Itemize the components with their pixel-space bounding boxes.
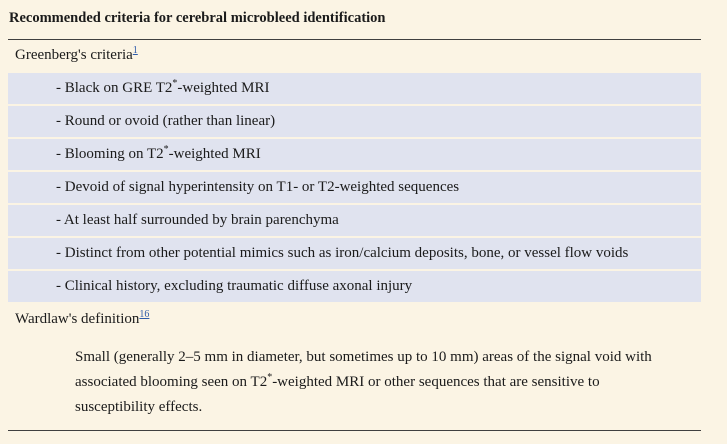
criteria-text-pre: - Devoid of signal hyperintensity on T1-… <box>56 179 460 195</box>
criteria-row: - At least half surrounded by brain pare… <box>8 203 701 236</box>
table-caption: Recommended criteria for cerebral microb… <box>9 10 386 26</box>
criteria-sup: * <box>172 78 178 89</box>
criteria-row: - Devoid of signal hyperintensity on T1-… <box>8 170 701 203</box>
criteria-text-pre: - Blooming on T2 <box>56 146 164 162</box>
criteria-text-pre: - At least half surrounded by brain pare… <box>56 212 339 228</box>
greenberg-label: Greenberg's criteria <box>15 47 133 63</box>
criteria-text-pre: - Black on GRE T2 <box>56 80 173 96</box>
criteria-text-pre: - Round or ovoid (rather than linear) <box>56 113 276 129</box>
row-greenberg-header: Greenberg's criteria1 <box>8 40 701 71</box>
citation-superscript: 1 <box>133 45 138 56</box>
criteria-text-pre: - Clinical history, excluding traumatic … <box>56 278 413 294</box>
criteria-row: - Blooming on T2*-weighted MRI <box>8 137 701 170</box>
asterisk-superscript: * <box>172 78 177 89</box>
criteria-row: - Round or ovoid (rather than linear) <box>8 104 701 137</box>
definition-text-post: -weighted MRI or other sequences that ar… <box>75 374 600 415</box>
asterisk-superscript: * <box>164 144 169 155</box>
criteria-sup: * <box>163 144 169 155</box>
row-wardlaw-definition: Small (generally 2–5 mm in diameter, but… <box>8 335 701 430</box>
definition-text-pre: Small (generally 2–5 mm in diameter, but… <box>75 349 652 390</box>
criteria-row: - Distinct from other potential mimics s… <box>8 236 701 269</box>
wardlaw-label: Wardlaw's definition <box>15 311 140 327</box>
definition-sup: * <box>267 372 273 383</box>
criteria-row: - Black on GRE T2*-weighted MRI <box>8 71 701 104</box>
citation-link-16[interactable]: 16 <box>139 309 150 320</box>
citation-superscript: 16 <box>139 309 149 320</box>
criteria-text-post: -weighted MRI <box>177 80 270 96</box>
asterisk-superscript: * <box>267 372 272 383</box>
criteria-text-post: -weighted MRI <box>168 146 261 162</box>
criteria-text-pre: - Distinct from other potential mimics s… <box>56 245 629 261</box>
citation-link-1[interactable]: 1 <box>132 45 138 56</box>
criteria-table: Greenberg's criteria1 - Black on GRE T2*… <box>8 39 701 431</box>
criteria-row: - Clinical history, excluding traumatic … <box>8 269 701 302</box>
row-wardlaw-header: Wardlaw's definition16 <box>8 302 701 335</box>
